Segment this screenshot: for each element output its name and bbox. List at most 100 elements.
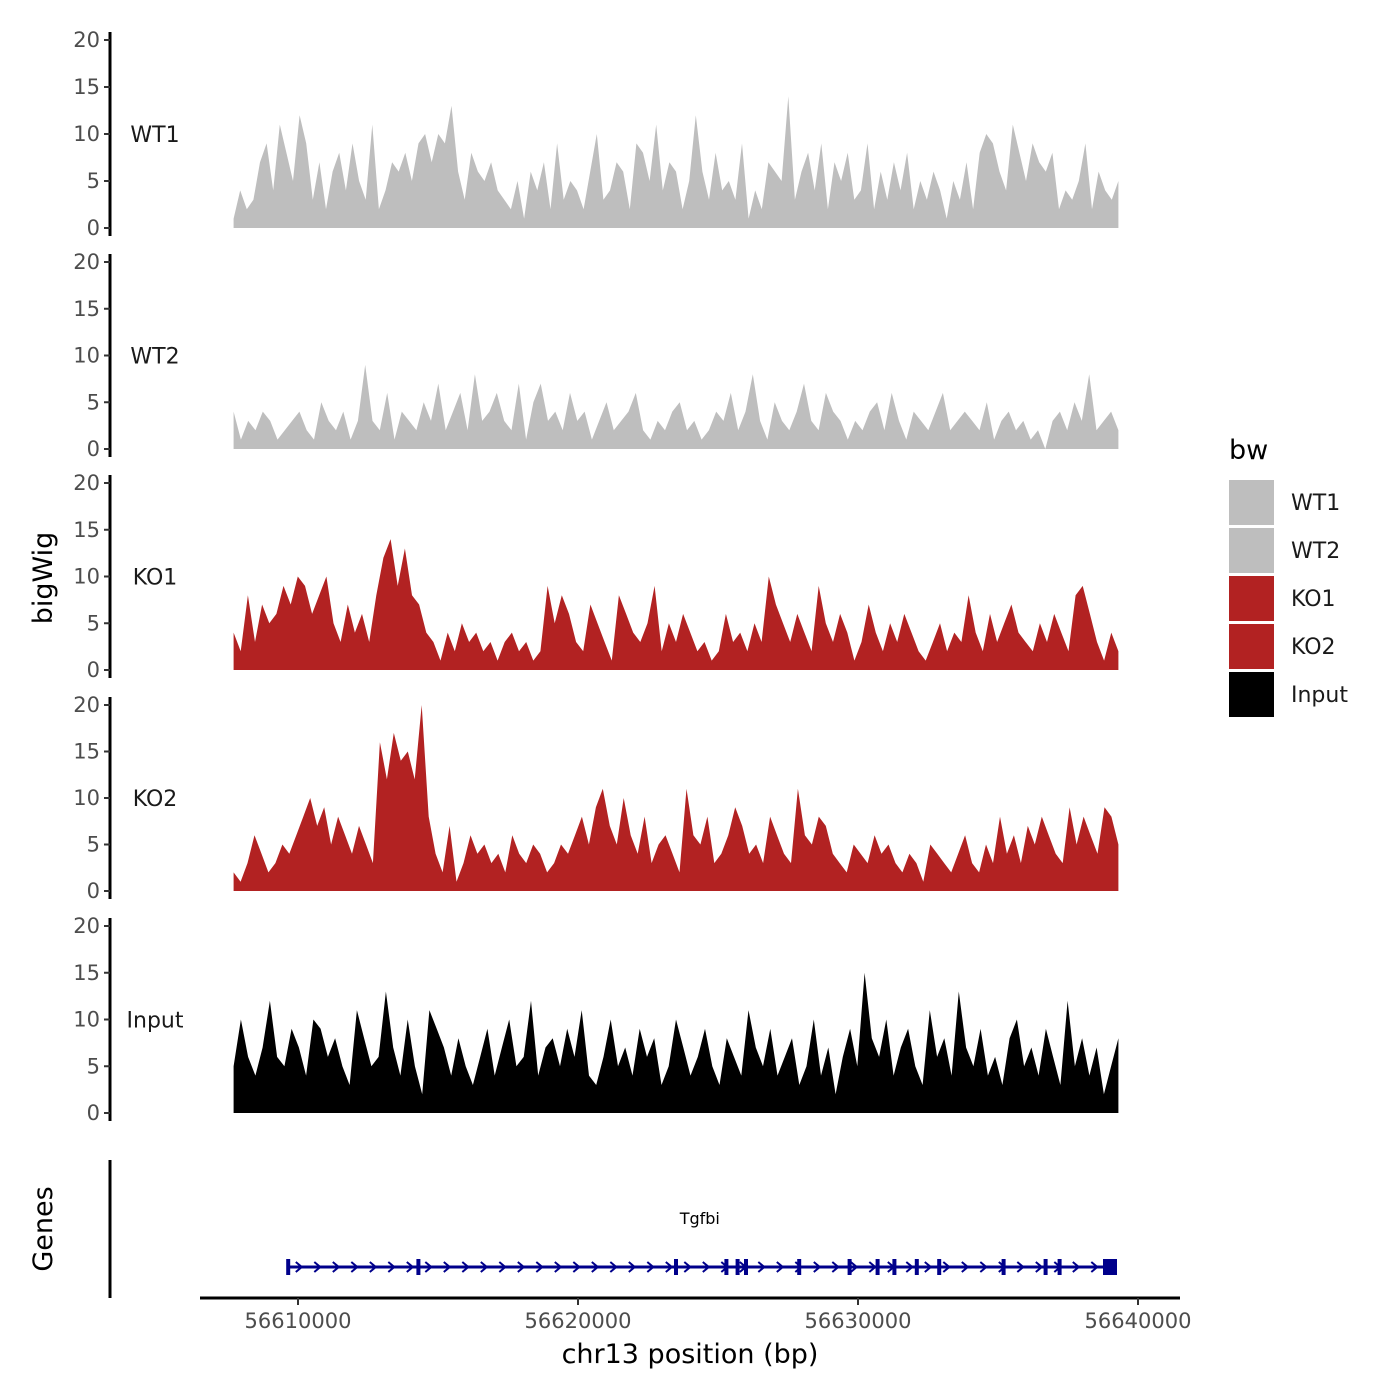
strand-arrow [498, 1261, 507, 1273]
strand-arrow [480, 1261, 489, 1273]
strand-arrow [665, 1261, 674, 1273]
gene-name-label: Tgfbi [679, 1209, 720, 1228]
strand-arrow [350, 1261, 359, 1273]
strand-arrow [868, 1261, 877, 1273]
strand-arrow [1035, 1261, 1044, 1273]
exon [914, 1259, 919, 1275]
strand-arrow [443, 1261, 452, 1273]
strand-arrow [424, 1261, 433, 1273]
strand-arrow [295, 1261, 304, 1273]
strand-arrow [1016, 1261, 1025, 1273]
x-tick-label: 56620000 [525, 1309, 632, 1333]
y-tick-label: 15 [73, 518, 100, 542]
legend-key-ko1 [1229, 576, 1274, 621]
y-tick-label: 15 [73, 297, 100, 321]
legend-title: bw [1229, 435, 1268, 466]
strand-arrow [924, 1261, 933, 1273]
legend-key-ko2 [1229, 624, 1274, 669]
legend-label-ko1: KO1 [1291, 587, 1336, 612]
exon [724, 1259, 729, 1275]
x-tick-label: 56630000 [805, 1309, 912, 1333]
y-tick-label: 0 [87, 879, 100, 903]
y-tick-label: 5 [87, 611, 100, 635]
strand-arrow [332, 1261, 341, 1273]
strand-arrow [646, 1261, 655, 1273]
track-label-ko1: KO1 [133, 566, 178, 591]
y-tick-label: 20 [73, 250, 100, 274]
strand-arrow [831, 1261, 840, 1273]
y-axis-title: bigWig [28, 532, 59, 625]
area-ko2 [233, 705, 1119, 891]
legend-label-wt2: WT2 [1291, 539, 1340, 564]
strand-arrow [628, 1261, 637, 1273]
legend-key-wt2 [1229, 528, 1274, 573]
strand-arrow [313, 1261, 322, 1273]
strand-arrow [813, 1261, 822, 1273]
strand-arrow [683, 1261, 692, 1273]
track-label-input: Input [127, 1009, 184, 1034]
strand-arrow [942, 1261, 951, 1273]
exon [892, 1259, 897, 1275]
legend-key-input [1229, 672, 1274, 717]
exon [1057, 1259, 1062, 1275]
x-axis-title: chr13 position (bp) [562, 1339, 819, 1370]
strand-arrow [961, 1261, 970, 1273]
strand-arrow [387, 1261, 396, 1273]
y-tick-label: 0 [87, 1101, 100, 1125]
exon [416, 1259, 421, 1275]
exon [735, 1259, 740, 1275]
genes-track-title: Genes [28, 1186, 59, 1271]
legend-key-wt1 [1229, 480, 1274, 525]
area-ko1 [233, 539, 1119, 670]
exon [674, 1259, 678, 1275]
strand-arrow [461, 1261, 470, 1273]
x-axis: 56610000 56620000 56630000 56640000 [200, 1296, 1191, 1333]
signal-tracks: WT1 WT2 KO1 KO2 Input [127, 96, 1119, 1113]
y-tick-label: 15 [73, 740, 100, 764]
strand-arrow [406, 1261, 415, 1273]
exon [1043, 1259, 1048, 1275]
y-tick-label: 5 [87, 169, 100, 193]
legend-label-input: Input [1291, 683, 1348, 708]
y-tick-label: 10 [73, 565, 100, 589]
strand-arrow [905, 1261, 914, 1273]
strand-arrow [535, 1261, 544, 1273]
y-tick-label: 20 [73, 693, 100, 717]
y-tick-label: 10 [73, 1008, 100, 1032]
y-tick-label: 0 [87, 437, 100, 461]
y-tick-label: 5 [87, 833, 100, 857]
exon [1001, 1259, 1006, 1275]
strand-arrow [572, 1261, 581, 1273]
exon [744, 1259, 748, 1275]
y-tick-label: 5 [87, 1054, 100, 1078]
y-tick-label: 10 [73, 344, 100, 368]
strand-arrow [776, 1261, 785, 1273]
y-tick-label: 10 [73, 786, 100, 810]
strand-arrow [554, 1261, 563, 1273]
legend-label-wt1: WT1 [1291, 491, 1340, 516]
exon [875, 1259, 880, 1275]
strand-arrow [591, 1261, 600, 1273]
y-tick-label: 15 [73, 75, 100, 99]
strand-arrow [979, 1261, 988, 1273]
exon [847, 1259, 852, 1275]
y-axes: 0 5 10 15 20 0 5 10 15 20 0 5 10 15 20 0 5 10 15 20 0 5 10 15 20 [73, 28, 112, 1125]
y-tick-label: 0 [87, 658, 100, 682]
strand-arrow [1090, 1261, 1099, 1273]
track-label-ko2: KO2 [133, 787, 178, 812]
strand-arrow [702, 1261, 711, 1273]
y-tick-label: 5 [87, 390, 100, 414]
area-input [233, 972, 1119, 1113]
y-tick-label: 20 [73, 471, 100, 495]
y-tick-label: 20 [73, 914, 100, 938]
area-wt2 [233, 364, 1119, 449]
strand-arrow [1072, 1261, 1081, 1273]
strand-arrow [757, 1261, 766, 1273]
strand-arrow [517, 1261, 526, 1273]
track-label-wt2: WT2 [130, 345, 179, 370]
exon [937, 1259, 942, 1275]
track-label-wt1: WT1 [130, 123, 179, 148]
legend-label-ko2: KO2 [1291, 635, 1336, 660]
exon [286, 1259, 291, 1275]
exon [797, 1259, 802, 1275]
